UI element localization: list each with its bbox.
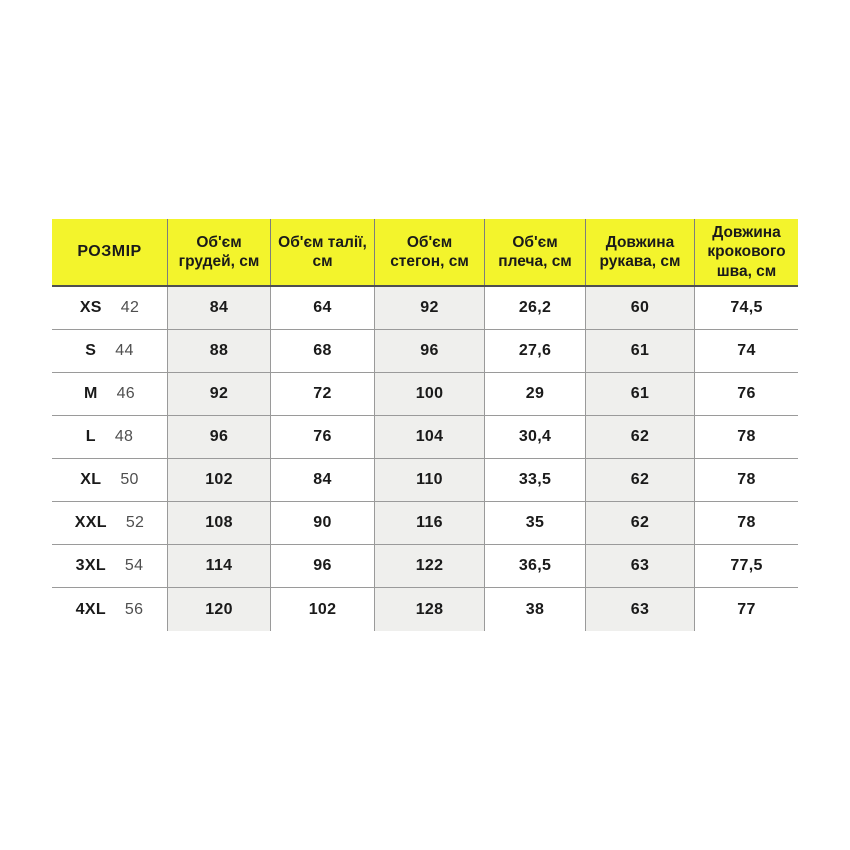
hips-value: 116 <box>375 502 485 544</box>
sleeve-length-value: 60 <box>586 287 695 329</box>
size-number: 42 <box>120 299 140 316</box>
size-number: 48 <box>114 428 134 445</box>
shoulder-value: 38 <box>485 588 586 631</box>
sleeve-length-value: 63 <box>586 588 695 631</box>
chest-value: 108 <box>168 502 271 544</box>
size-label: 3XL <box>75 557 106 574</box>
size-number: 46 <box>116 385 136 402</box>
chest-value: 84 <box>168 287 271 329</box>
size-number: 50 <box>120 471 139 488</box>
size-chart-table: РОЗМІР Об'єм грудей, см Об'єм талії, см … <box>52 219 798 631</box>
hips-value: 122 <box>375 545 485 587</box>
size-cell: L 48 <box>52 416 168 458</box>
size-cell: S 44 <box>52 330 168 372</box>
table-header-row: РОЗМІР Об'єм грудей, см Об'єм талії, см … <box>52 219 798 287</box>
shoulder-value: 30,4 <box>485 416 586 458</box>
size-label: XXL <box>74 514 107 531</box>
size-number: 44 <box>115 342 134 359</box>
waist-value: 76 <box>271 416 375 458</box>
hips-value: 96 <box>375 330 485 372</box>
waist-value: 96 <box>271 545 375 587</box>
size-number: 54 <box>124 557 144 574</box>
size-label: XL <box>80 471 102 488</box>
column-header-shoulder: Об'єм плеча, см <box>485 219 586 285</box>
chest-value: 114 <box>168 545 271 587</box>
shoulder-value: 26,2 <box>485 287 586 329</box>
sleeve-length-value: 62 <box>586 459 695 501</box>
size-cell: XXL 52 <box>52 502 168 544</box>
hips-value: 92 <box>375 287 485 329</box>
size-label: XS <box>79 299 102 316</box>
column-header-hips: Об'єм стегон, см <box>375 219 485 285</box>
size-label: M <box>83 385 98 402</box>
sleeve-length-value: 63 <box>586 545 695 587</box>
size-cell: M 46 <box>52 373 168 415</box>
hips-value: 128 <box>375 588 485 631</box>
table-row: M 46 92 72 100 29 61 76 <box>52 373 798 416</box>
chest-value: 96 <box>168 416 271 458</box>
chest-value: 102 <box>168 459 271 501</box>
size-label: L <box>85 428 96 445</box>
table-row: S 44 88 68 96 27,6 61 74 <box>52 330 798 373</box>
shoulder-value: 36,5 <box>485 545 586 587</box>
waist-value: 84 <box>271 459 375 501</box>
column-header-size: РОЗМІР <box>52 219 168 285</box>
waist-value: 102 <box>271 588 375 631</box>
waist-value: 64 <box>271 287 375 329</box>
sleeve-length-value: 61 <box>586 330 695 372</box>
sleeve-length-value: 62 <box>586 502 695 544</box>
size-cell: XL 50 <box>52 459 168 501</box>
chest-value: 92 <box>168 373 271 415</box>
sleeve-length-value: 62 <box>586 416 695 458</box>
table-row: XS 42 84 64 92 26,2 60 74,5 <box>52 287 798 330</box>
size-label: S <box>85 342 97 359</box>
size-cell: XS 42 <box>52 287 168 329</box>
chest-value: 88 <box>168 330 271 372</box>
size-number: 56 <box>124 600 144 618</box>
size-number: 52 <box>125 514 145 531</box>
inseam-length-value: 78 <box>695 502 798 544</box>
inseam-length-value: 77 <box>695 588 798 631</box>
shoulder-value: 35 <box>485 502 586 544</box>
table-row: XXL 52 108 90 116 35 62 78 <box>52 502 798 545</box>
inseam-length-value: 78 <box>695 459 798 501</box>
inseam-length-value: 74,5 <box>695 287 798 329</box>
hips-value: 100 <box>375 373 485 415</box>
inseam-length-value: 76 <box>695 373 798 415</box>
waist-value: 72 <box>271 373 375 415</box>
waist-value: 90 <box>271 502 375 544</box>
column-header-chest: Об'єм грудей, см <box>168 219 271 285</box>
waist-value: 68 <box>271 330 375 372</box>
size-cell: 3XL 54 <box>52 545 168 587</box>
inseam-length-value: 77,5 <box>695 545 798 587</box>
table-row: 4XL 56 120 102 128 38 63 77 <box>52 588 798 631</box>
inseam-length-value: 74 <box>695 330 798 372</box>
chest-value: 120 <box>168 588 271 631</box>
hips-value: 104 <box>375 416 485 458</box>
hips-value: 110 <box>375 459 485 501</box>
inseam-length-value: 78 <box>695 416 798 458</box>
size-label: 4XL <box>75 600 106 618</box>
size-cell: 4XL 56 <box>52 588 168 631</box>
sleeve-length-value: 61 <box>586 373 695 415</box>
column-header-waist: Об'єм талії, см <box>271 219 375 285</box>
table-row: 3XL 54 114 96 122 36,5 63 77,5 <box>52 545 798 588</box>
column-header-inseam-length: Довжина крокового шва, см <box>707 223 786 280</box>
table-row: L 48 96 76 104 30,4 62 78 <box>52 416 798 459</box>
column-header-sleeve-length: Довжина рукава, см <box>586 219 695 285</box>
shoulder-value: 27,6 <box>485 330 586 372</box>
shoulder-value: 33,5 <box>485 459 586 501</box>
shoulder-value: 29 <box>485 373 586 415</box>
table-row: XL 50 102 84 110 33,5 62 78 <box>52 459 798 502</box>
